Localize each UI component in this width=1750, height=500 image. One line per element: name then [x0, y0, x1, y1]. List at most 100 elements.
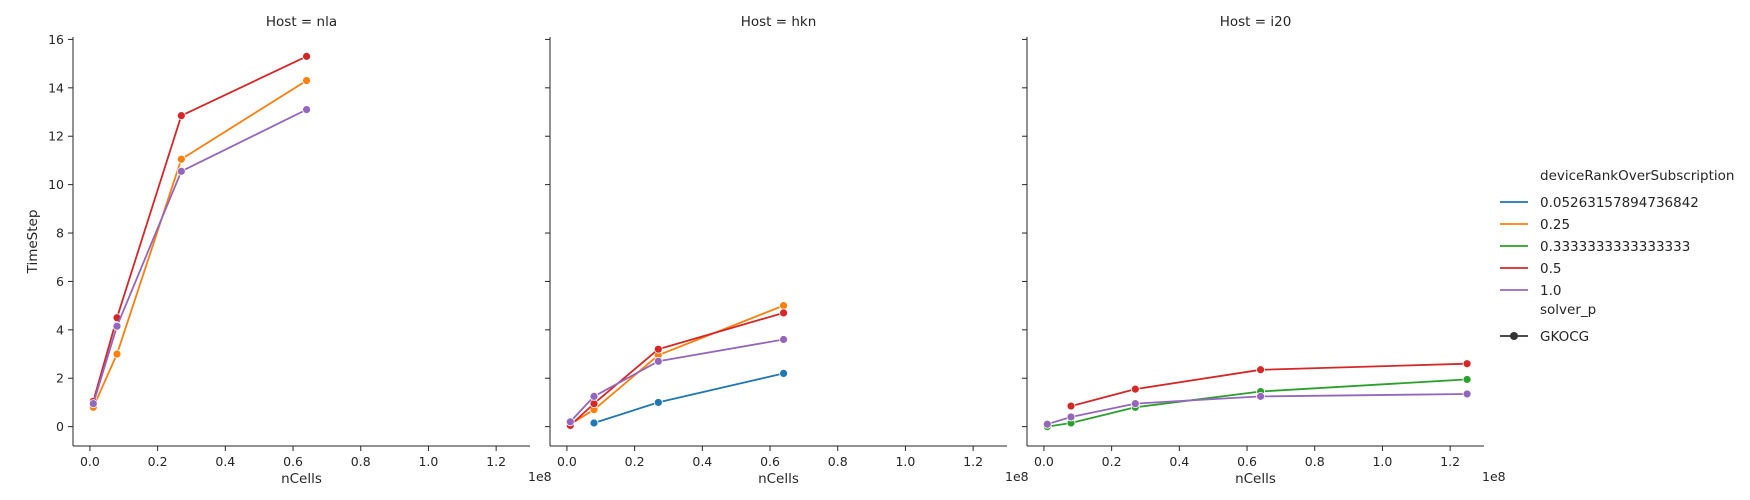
- data-point: [589, 418, 599, 428]
- data-point: [779, 368, 788, 378]
- y-tick-label: 0: [56, 419, 64, 434]
- data-point: [1462, 389, 1472, 399]
- x-tick-label: 1.2: [963, 454, 983, 469]
- series-0.25: [88, 76, 311, 412]
- series-line: [92, 55, 307, 402]
- data-point: [779, 301, 788, 311]
- legend-subtitle: solver_p: [1540, 302, 1596, 318]
- facet-panel-2: Host = i20 0.0 0.2 0.4 0.6 0.8 1.0 1.2 nCells 1e8: [1022, 14, 1506, 487]
- x-tick-label: 0.2: [625, 454, 645, 469]
- x-tick-label: 1.0: [418, 454, 438, 469]
- series-line: [569, 338, 784, 423]
- y-tick-label: 4: [56, 322, 64, 337]
- x-tick-label: 0.6: [760, 454, 780, 469]
- data-point: [302, 105, 311, 115]
- series-0.5: [88, 51, 311, 406]
- x-tick-label: 0.4: [692, 454, 712, 469]
- data-point: [1042, 419, 1052, 429]
- y-tick-label: 14: [48, 80, 64, 95]
- legend-label: GKOCG: [1540, 329, 1589, 345]
- series-0.05263157894736842: [589, 368, 788, 428]
- x-tick-label: 0.6: [1237, 454, 1257, 469]
- x-tick-label: 0.2: [1102, 454, 1122, 469]
- legend-item: 0.25: [1500, 217, 1570, 233]
- x-offset-label: 1e8: [1482, 469, 1506, 484]
- x-tick-label: 0.0: [557, 454, 577, 469]
- x-axis-label: nCells: [281, 471, 322, 487]
- x-axis-label: nCells: [1235, 471, 1276, 487]
- x-tick-label: 0.0: [1034, 454, 1054, 469]
- y-tick-label: 10: [48, 177, 64, 192]
- legend-label: 0.05263157894736842: [1540, 195, 1699, 211]
- legend-marker: [1510, 332, 1518, 340]
- panel-title: Host = nla: [266, 14, 337, 30]
- y-tick-label: 16: [48, 32, 64, 47]
- y-tick-label: 6: [56, 274, 64, 289]
- series-0.5: [1066, 359, 1472, 411]
- data-point: [302, 51, 311, 61]
- data-point: [589, 391, 599, 401]
- panel-title: Host = i20: [1220, 14, 1292, 30]
- legend-label: 0.3333333333333333: [1540, 239, 1690, 255]
- data-point: [1462, 359, 1472, 369]
- x-tick-label: 1.2: [486, 454, 506, 469]
- data-point: [1462, 375, 1472, 384]
- legend-item: 1.0: [1500, 283, 1561, 299]
- series-line: [92, 108, 307, 404]
- x-tick-label: 0.8: [351, 454, 371, 469]
- legend-item: 0.5: [1500, 261, 1561, 277]
- x-tick-label: 0.8: [828, 454, 848, 469]
- legend-item: 0.05263157894736842: [1500, 195, 1699, 211]
- x-tick-label: 0.4: [1169, 454, 1189, 469]
- series-line: [1047, 378, 1468, 428]
- legend: deviceRankOverSubscription 0.052631578947…: [1500, 168, 1734, 345]
- data-point: [1256, 365, 1265, 375]
- series-0.3333333333333333: [1042, 375, 1472, 432]
- legend-label: 0.5: [1540, 261, 1561, 277]
- series-line: [1070, 362, 1468, 407]
- data-point: [653, 356, 663, 366]
- data-point: [1066, 401, 1076, 411]
- y-axis-label: TimeStep: [25, 210, 41, 275]
- x-tick-label: 0.0: [80, 454, 100, 469]
- x-tick-label: 0.6: [283, 454, 303, 469]
- data-point: [589, 399, 599, 409]
- y-tick-label: 8: [56, 226, 64, 241]
- data-point: [112, 321, 122, 331]
- panel-title: Host = hkn: [741, 14, 817, 30]
- x-tick-label: 1.0: [895, 454, 915, 469]
- data-point: [1256, 391, 1265, 401]
- x-offset-label: 1e8: [528, 469, 552, 484]
- facet-panel-0: Host = nla 0.0 0.2 0.4 0.6 0.8 1.0 1.2 0 2 4 6 8 10 12…: [25, 14, 552, 487]
- data-point: [1066, 412, 1076, 422]
- series-1.0: [88, 105, 311, 409]
- x-tick-label: 1.0: [1372, 454, 1392, 469]
- data-point: [176, 154, 186, 164]
- x-tick-label: 0.8: [1305, 454, 1325, 469]
- data-point: [653, 344, 663, 354]
- data-point: [779, 308, 788, 318]
- legend-title: deviceRankOverSubscription: [1540, 168, 1734, 184]
- series-0.5: [565, 308, 788, 430]
- x-tick-label: 0.2: [148, 454, 168, 469]
- x-tick-label: 0.4: [215, 454, 235, 469]
- data-point: [176, 111, 186, 121]
- series-line: [569, 312, 784, 427]
- data-point: [565, 417, 575, 427]
- data-point: [112, 349, 122, 359]
- y-tick-label: 12: [48, 129, 64, 144]
- data-point: [302, 76, 311, 85]
- legend-item: 0.3333333333333333: [1500, 239, 1690, 255]
- series-1.0: [565, 335, 788, 427]
- series-line: [92, 79, 308, 408]
- data-point: [653, 398, 663, 407]
- data-point: [176, 166, 186, 176]
- x-tick-label: 1.2: [1440, 454, 1460, 469]
- facet-panel-1: Host = hkn 0.0 0.2 0.4 0.6 0.8 1.0 1.2 nCells 1e8: [545, 14, 1029, 487]
- legend-label: 0.25: [1540, 217, 1570, 233]
- y-tick-label: 2: [56, 371, 64, 386]
- data-point: [88, 399, 98, 409]
- x-offset-label: 1e8: [1005, 469, 1029, 484]
- legend-label: 1.0: [1540, 283, 1561, 299]
